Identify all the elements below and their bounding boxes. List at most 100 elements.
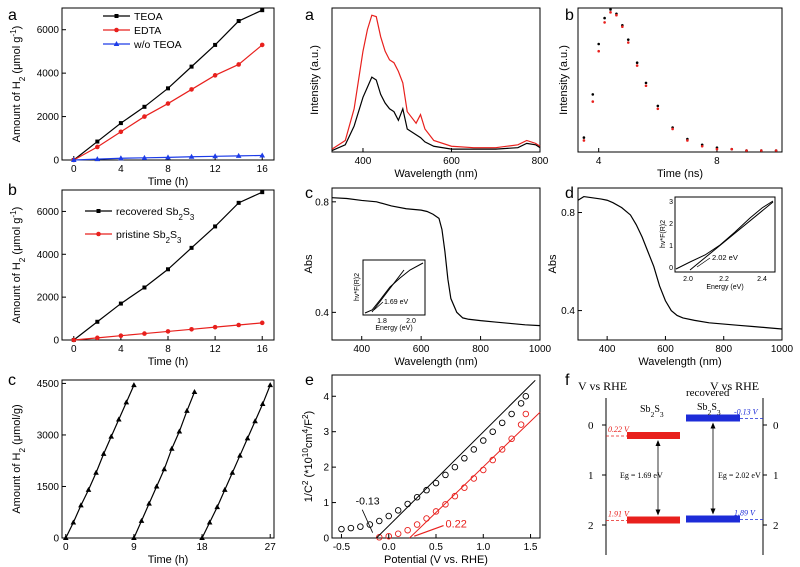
data-point xyxy=(615,13,618,17)
y-tick-label: 6000 xyxy=(37,207,60,218)
data-point xyxy=(597,42,600,46)
data-point xyxy=(189,245,194,250)
x-axis-label: Time (h) xyxy=(148,356,189,368)
data-point xyxy=(142,331,147,336)
data-point xyxy=(229,469,236,475)
data-point xyxy=(94,156,101,162)
panel-a: 0 4 8 12 16 0 2000 4000 6000 Time (h) Amount of H2… xyxy=(8,7,275,188)
data-point xyxy=(700,144,704,148)
x-tick-label: 27 xyxy=(265,542,277,553)
data-point xyxy=(118,129,124,135)
x-tick-label: 600 xyxy=(443,156,460,167)
data-point xyxy=(108,433,115,439)
data-point xyxy=(118,333,124,339)
data-point xyxy=(252,418,258,424)
y-axis-label-part: ) xyxy=(11,207,23,211)
x-tick-label: 800 xyxy=(472,344,489,355)
data-point xyxy=(635,61,639,65)
y-tick-label: 4000 xyxy=(37,69,60,80)
panel-letter: b xyxy=(8,182,17,199)
material-label: Sb2S3 xyxy=(697,402,721,417)
data-point xyxy=(461,455,468,462)
y-tick-label: 0 xyxy=(53,534,59,545)
data-point xyxy=(95,335,100,341)
x-axis-label: Wavelength (nm) xyxy=(394,168,477,180)
x-tick-label: 4 xyxy=(596,156,602,167)
plot-frame xyxy=(331,187,541,341)
data-point xyxy=(609,11,612,14)
data-point xyxy=(774,149,778,152)
data-point xyxy=(498,446,506,453)
x-tick-label: 800 xyxy=(532,156,549,167)
data-point xyxy=(489,428,496,435)
data-point xyxy=(100,450,107,456)
y-axis-label-part: /F xyxy=(303,419,315,429)
data-point xyxy=(591,100,595,103)
data-point xyxy=(166,86,170,91)
left-axis-title: V vs RHE xyxy=(578,379,627,393)
x-axis-label: Wavelength (nm) xyxy=(638,356,721,368)
legend-label: TEOA xyxy=(134,11,163,23)
inset-tangent xyxy=(371,269,405,313)
y-axis-label-part: 2 xyxy=(301,480,310,485)
y-axis-label: Intensity (a.u.) xyxy=(558,45,570,115)
data-point xyxy=(267,382,274,388)
material-label-part: 2 xyxy=(708,408,712,417)
data-point xyxy=(442,471,449,479)
series-line xyxy=(73,9,263,161)
x-tick-label: 1.0 xyxy=(476,542,490,553)
y-axis-label-part: (μmol/g) xyxy=(11,404,23,448)
data-point xyxy=(517,400,525,407)
data-point xyxy=(70,157,77,162)
inset-frame xyxy=(674,196,776,273)
data-point xyxy=(236,19,241,24)
inset-tangent xyxy=(689,201,774,271)
y-tick-label: 4000 xyxy=(37,250,60,261)
arrow-head xyxy=(655,509,661,516)
x-tick-label: 8 xyxy=(165,164,171,175)
inset-x-tick: 2.0 xyxy=(406,318,416,325)
inset-x-tick: 2.0 xyxy=(683,276,693,283)
right-axis-title: V vs RHE xyxy=(710,379,759,393)
annotation-arrow xyxy=(361,509,374,533)
annotation-value: -0.13 xyxy=(356,495,380,507)
data-point xyxy=(730,147,734,151)
y-tick-label: 4 xyxy=(323,392,329,403)
data-point xyxy=(644,81,648,85)
data-point xyxy=(165,101,171,106)
data-point xyxy=(235,152,242,158)
vb-value: 1.89 V xyxy=(734,509,756,518)
right-tick-label: 1 xyxy=(773,470,779,482)
y-axis-label-part: (*10 xyxy=(303,457,315,480)
inset-y-label: hv*F(R)2 xyxy=(354,273,361,301)
data-point xyxy=(404,500,411,508)
plot-frame xyxy=(577,7,783,153)
legend-label-part: 2 xyxy=(178,213,182,222)
data-point xyxy=(93,469,99,475)
inset-x-tick: 1.8 xyxy=(377,318,387,325)
x-tick-label: 12 xyxy=(210,344,222,355)
legend-label: pristine Sb2S3 xyxy=(116,229,182,245)
y-tick-label: 0.8 xyxy=(561,208,575,219)
legend-label: EDTA xyxy=(134,25,161,37)
x-axis-label: Potential (V vs. RHE) xyxy=(384,554,488,566)
data-point xyxy=(189,326,194,332)
material-label-part: 3 xyxy=(660,410,664,419)
legend-label-part: 3 xyxy=(190,213,195,222)
data-point xyxy=(671,127,674,131)
data-point xyxy=(191,389,198,395)
data-point xyxy=(394,530,402,537)
y-axis-label: Intensity (a.u.) xyxy=(309,45,321,115)
data-point xyxy=(260,8,265,13)
data-point xyxy=(480,466,487,474)
data-point xyxy=(213,42,218,47)
x-tick-label: 600 xyxy=(413,344,430,355)
data-point xyxy=(221,486,228,492)
conduction-band xyxy=(627,432,680,439)
y-axis-label-part: Amount of H xyxy=(11,262,23,323)
data-point xyxy=(70,519,77,525)
x-tick-label: 400 xyxy=(353,344,370,355)
data-point xyxy=(394,507,402,514)
material-label: Sb2S3 xyxy=(640,404,664,419)
data-point xyxy=(237,452,243,458)
